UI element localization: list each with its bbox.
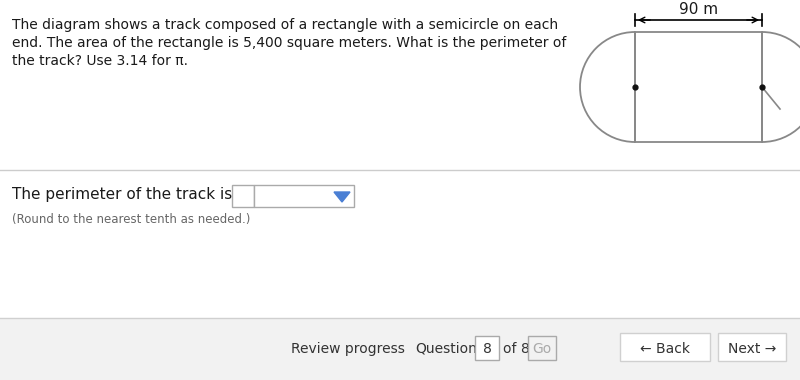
Text: Next →: Next → <box>728 342 776 356</box>
Text: ← Back: ← Back <box>640 342 690 356</box>
Text: 8: 8 <box>482 342 491 356</box>
Bar <box>0 318 800 380</box>
Bar <box>232 185 254 207</box>
Text: end. The area of the rectangle is 5,400 square meters. What is the perimeter of: end. The area of the rectangle is 5,400 … <box>12 36 566 50</box>
Text: Go: Go <box>532 342 552 356</box>
Bar <box>475 336 499 360</box>
Polygon shape <box>334 192 350 202</box>
Text: of 8: of 8 <box>503 342 530 356</box>
Bar <box>635 32 762 142</box>
Text: Question: Question <box>415 342 477 356</box>
Bar <box>254 185 354 207</box>
Bar <box>528 336 556 360</box>
Text: The diagram shows a track composed of a rectangle with a semicircle on each: The diagram shows a track composed of a … <box>12 18 558 32</box>
Text: Review progress: Review progress <box>291 342 405 356</box>
Bar <box>620 333 710 361</box>
Text: 90 m: 90 m <box>679 2 718 17</box>
Bar <box>718 333 786 361</box>
Text: The perimeter of the track is: The perimeter of the track is <box>12 187 232 202</box>
Text: the track? Use 3.14 for π.: the track? Use 3.14 for π. <box>12 54 188 68</box>
Text: (Round to the nearest tenth as needed.): (Round to the nearest tenth as needed.) <box>12 213 250 226</box>
